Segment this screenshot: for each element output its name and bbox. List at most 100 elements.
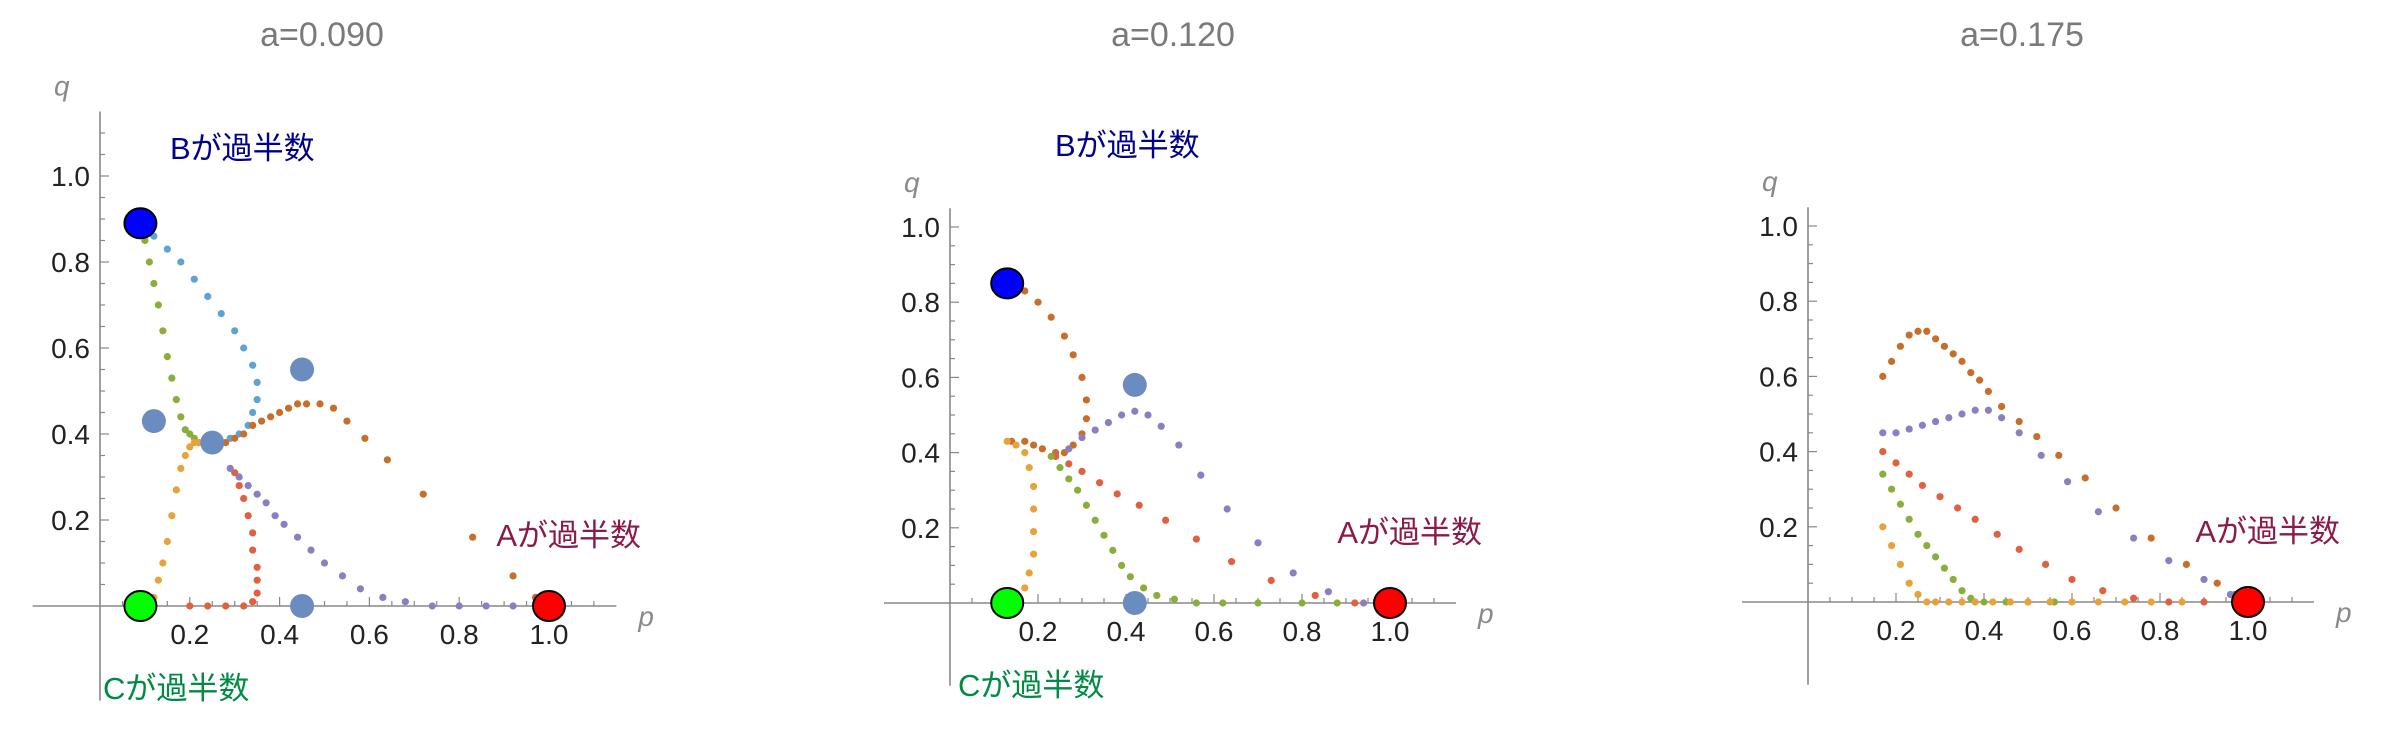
series-point [1021, 449, 1029, 457]
series-point [1971, 598, 1979, 606]
y-tick-label: 1.0 [51, 161, 90, 192]
series-point [1153, 591, 1161, 600]
series-2 [1052, 407, 1368, 607]
series-point [177, 464, 185, 472]
series-point [1954, 504, 1962, 512]
series-point [1914, 530, 1922, 538]
series-point [1949, 350, 1957, 358]
series-point [1923, 327, 1931, 335]
series-point [186, 443, 194, 451]
y-tick-label: 0.6 [1759, 361, 1798, 392]
series-point [293, 533, 302, 541]
series-point [217, 310, 225, 318]
series-5 [186, 469, 261, 610]
series-point [1936, 493, 1944, 501]
series-point [1096, 479, 1104, 487]
series-point [1047, 313, 1055, 321]
series-point [271, 512, 279, 520]
series-point [1958, 587, 1966, 595]
chart-title: a=0.175 [1960, 16, 2084, 54]
series-point [222, 602, 230, 610]
series-point [1879, 372, 1887, 380]
series-point [253, 589, 261, 597]
series-point [2015, 545, 2023, 553]
series-point [244, 512, 252, 520]
equilibrium-point [1122, 591, 1147, 615]
series-point [204, 602, 212, 610]
y-tick-label: 0.8 [901, 287, 940, 318]
y-tick-label: 0.2 [1759, 512, 1798, 543]
series-point [1030, 505, 1038, 513]
x-tick-label: 0.4 [1965, 615, 2004, 646]
series-point [253, 396, 261, 404]
series-point [226, 464, 234, 472]
x-axis-label: p [1477, 598, 1494, 629]
series-point [2055, 451, 2063, 459]
series-point [163, 353, 171, 361]
series-point [293, 400, 302, 408]
series-point [240, 344, 248, 352]
series-point [1157, 422, 1165, 430]
series-point [1940, 342, 1948, 350]
series-point [1984, 387, 1992, 396]
series-point [361, 434, 369, 442]
series-point [172, 486, 180, 494]
series-point [1126, 573, 1134, 581]
y-tick-label: 0.6 [51, 333, 90, 364]
chart-panel-2: a=0.120 0.2 0.4 0.6 0.8 1.0 0.2 0.4 0.6 0.8 1.0 p q B… [884, 16, 1494, 703]
series-point [280, 520, 288, 528]
series-point [253, 563, 261, 571]
y-tick-label: 0.2 [901, 513, 940, 544]
series-4 [1879, 470, 2058, 606]
series-point [1034, 298, 1042, 306]
series-point [2121, 598, 2129, 606]
series-point [1021, 437, 1029, 445]
series-point [2006, 598, 2014, 606]
series-point [1192, 535, 1200, 543]
series-point [1932, 553, 1940, 561]
series-point [163, 245, 171, 253]
series-point [1971, 515, 1979, 523]
series-point [186, 430, 194, 438]
series-point [154, 301, 162, 309]
series-point [1091, 516, 1099, 524]
series-point [1267, 576, 1275, 585]
series-point [1914, 590, 1922, 599]
series-point [2178, 598, 2186, 606]
series-point [1021, 584, 1029, 592]
series-point [509, 572, 517, 580]
x-tick-label: 0.2 [1877, 615, 1916, 646]
series-point [1879, 470, 1887, 478]
series-point [1175, 441, 1183, 449]
series-point [1065, 445, 1073, 453]
series-point [1958, 410, 1966, 418]
series-point [1905, 515, 1913, 523]
series-point [1932, 417, 1940, 426]
series-point [379, 593, 387, 602]
series-1 [150, 232, 261, 442]
series-point [2015, 429, 2023, 437]
series-point [267, 413, 275, 421]
series-point [1118, 561, 1126, 570]
x-tick-label: 0.2 [1019, 616, 1058, 647]
series-point [1192, 599, 1200, 607]
x-tick-label: 0.8 [2141, 615, 2180, 646]
series-point [1131, 407, 1139, 415]
series-point [419, 490, 427, 498]
series-point [1896, 560, 1904, 569]
series-point [181, 451, 189, 460]
series-point [1254, 539, 1262, 547]
series-point [1311, 591, 1319, 600]
series-point [1923, 542, 1931, 550]
series-point [249, 546, 257, 554]
series-point [177, 258, 185, 266]
series-point [1100, 531, 1108, 539]
series-6 [226, 464, 517, 610]
series-point [1888, 357, 1896, 365]
series-point [1078, 373, 1086, 381]
series-point [1170, 595, 1178, 603]
series-point [1074, 486, 1082, 494]
series-point [2130, 594, 2138, 602]
series-point [240, 494, 248, 503]
